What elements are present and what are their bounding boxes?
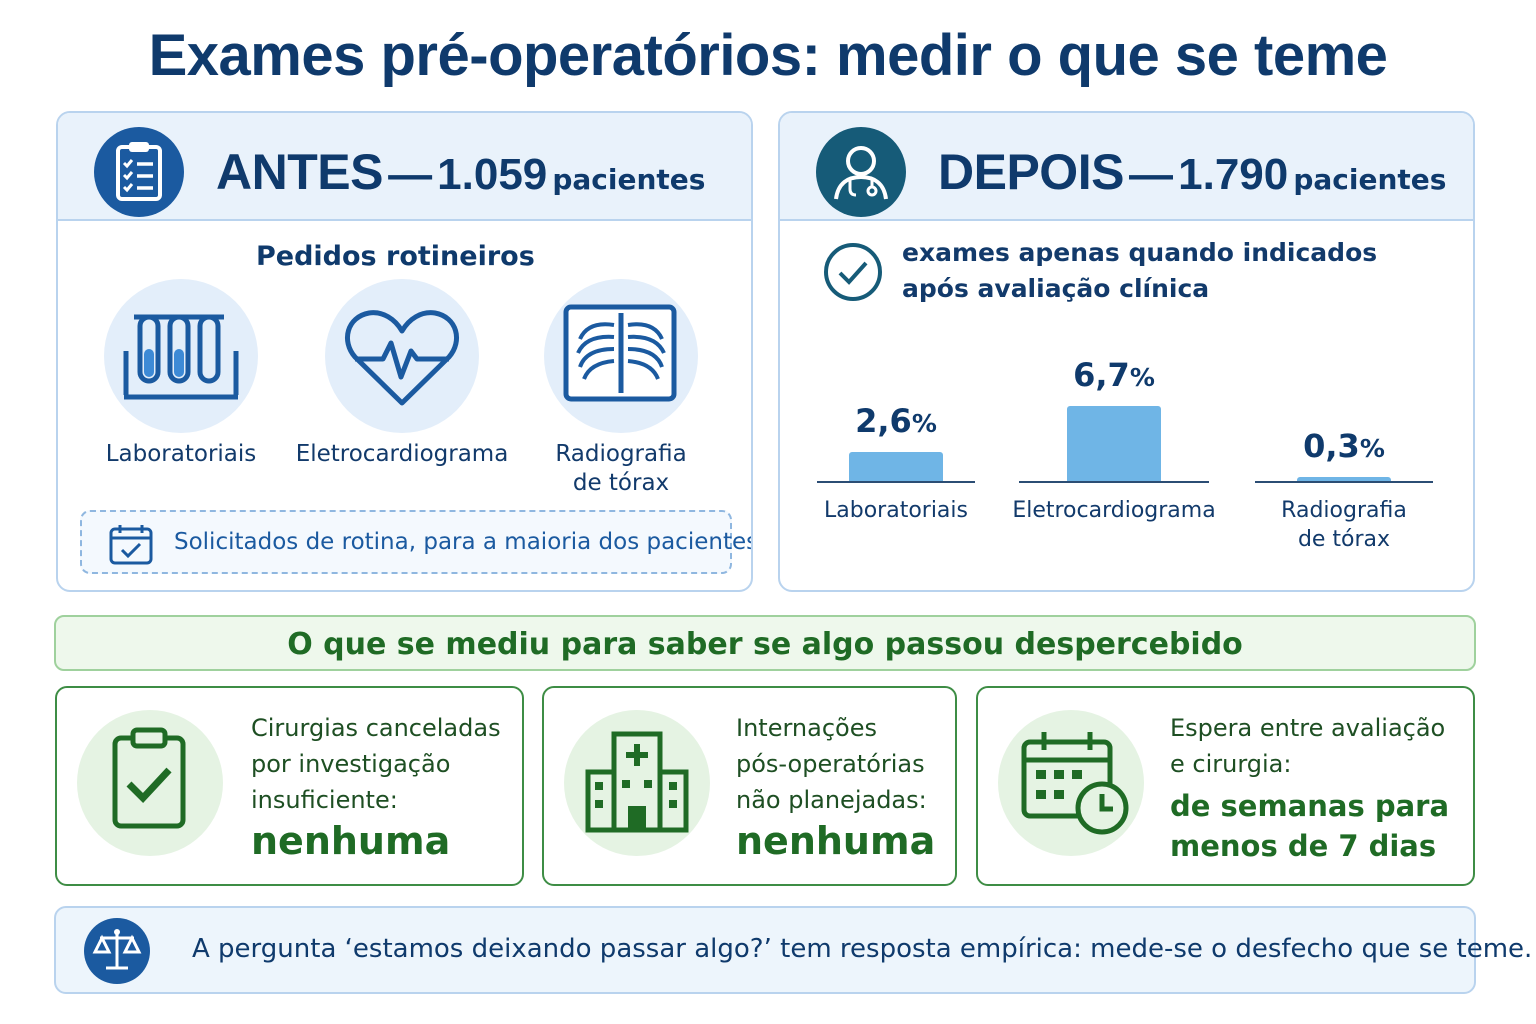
item-label-xray-line2: de tórax xyxy=(572,470,670,496)
card2-line2: pós-operatórias xyxy=(736,750,925,778)
indication-line2: após avaliação clínica xyxy=(902,274,1210,303)
card3-text: Espera entre avaliação e cirurgia: de se… xyxy=(1170,710,1449,866)
calendar-check-icon xyxy=(109,525,153,565)
bar-category-label: Radiografia de tórax xyxy=(1281,498,1407,552)
bar-value-label: 6,7% xyxy=(1073,355,1155,394)
bar-value-label: 2,6% xyxy=(855,401,937,440)
indication-text: exames apenas quando indicados após aval… xyxy=(902,235,1377,307)
bar-baseline xyxy=(1019,481,1209,483)
hospital-icon xyxy=(564,710,710,856)
measured-banner: O que se mediu para saber se algo passou… xyxy=(54,615,1476,671)
card2-result: nenhuma xyxy=(736,819,936,863)
routine-note: Solicitados de rotina, para a maioria do… xyxy=(80,510,751,574)
card1-line2: por investigação xyxy=(251,750,451,778)
conclusion-footer: A pergunta ‘estamos deixando passar algo… xyxy=(54,906,1532,994)
bar-category-label: Laboratoriais xyxy=(824,498,968,523)
conclusion-text: A pergunta ‘estamos deixando passar algo… xyxy=(192,934,1533,964)
card2-text: Internações pós-operatórias não planejad… xyxy=(736,710,935,864)
card1-text: Cirurgias canceladas por investigação in… xyxy=(251,710,501,864)
before-unit: pacientes xyxy=(552,163,706,196)
after-header: DEPOIS — 1.790 pacientes xyxy=(780,113,1473,221)
before-header: ANTES — 1.059 pacientes xyxy=(58,113,751,221)
after-heading: DEPOIS — 1.790 pacientes xyxy=(938,143,1446,201)
bar-value-label: 0,3% xyxy=(1303,427,1385,465)
bar-baseline xyxy=(817,481,975,483)
card2-line1: Internações xyxy=(736,714,877,742)
scales-icon xyxy=(84,918,150,984)
item-label-lab: Laboratoriais xyxy=(105,441,257,467)
before-count: 1.059 xyxy=(437,150,548,199)
bar-category-label: Eletrocardiograma xyxy=(1012,498,1216,523)
after-dash: — xyxy=(1129,150,1174,199)
card-unplanned-admissions: Internações pós-operatórias não planejad… xyxy=(542,686,957,886)
bar-baseline xyxy=(1255,481,1433,483)
bar-1 xyxy=(1067,405,1161,481)
card2-line3: não planejadas: xyxy=(736,786,927,814)
measured-banner-text: O que se mediu para saber se algo passou… xyxy=(287,627,1243,662)
after-panel: DEPOIS — 1.790 pacientes exames apenas q… xyxy=(778,111,1475,592)
card3-line1: Espera entre avaliação xyxy=(1170,714,1446,742)
card-waiting-time: Espera entre avaliação e cirurgia: de se… xyxy=(976,686,1475,886)
before-panel: ANTES — 1.059 pacientes Pedidos rotineir… xyxy=(56,111,753,592)
routine-subtitle: Pedidos rotineiros xyxy=(256,241,535,272)
item-label-xray-line1: Radiografia xyxy=(555,441,687,467)
page-title: Exames pré-operatórios: medir o que se t… xyxy=(148,23,1388,88)
doctor-icon xyxy=(816,127,906,217)
bar-2 xyxy=(1297,477,1391,481)
card1-line3: insuficiente: xyxy=(251,786,398,814)
card3-result-line1: de semanas para xyxy=(1170,789,1450,823)
indication-line1: exames apenas quando indicados xyxy=(902,238,1378,267)
test-tubes-icon xyxy=(104,279,258,433)
item-label-xray: Radiografia de tórax xyxy=(506,440,736,498)
card3-line2: e cirurgia: xyxy=(1170,750,1292,778)
before-heading: ANTES — 1.059 pacientes xyxy=(216,143,705,201)
clipboard-list-icon xyxy=(94,127,184,217)
item-label-ecg: Eletrocardiograma xyxy=(295,441,509,467)
calendar-clock-icon xyxy=(998,710,1144,856)
check-circle-icon xyxy=(824,243,882,301)
after-label: DEPOIS xyxy=(938,144,1124,200)
bar-0 xyxy=(849,451,943,481)
after-count: 1.790 xyxy=(1178,150,1289,199)
chest-xray-icon xyxy=(544,279,698,433)
before-dash: — xyxy=(388,150,433,199)
card-cancelled-surgeries: Cirurgias canceladas por investigação in… xyxy=(55,686,524,886)
after-unit: pacientes xyxy=(1293,163,1447,196)
after-bar-chart: 2,6% Laboratoriais 6,7% Eletrocardiograma 0,… xyxy=(780,113,1473,590)
card3-result-line2: menos de 7 dias xyxy=(1170,829,1437,863)
routine-note-text: Solicitados de rotina, para a maioria do… xyxy=(174,529,753,555)
heart-ecg-icon xyxy=(325,279,479,433)
clipboard-check-icon xyxy=(77,710,223,856)
card1-line1: Cirurgias canceladas xyxy=(251,714,501,742)
before-label: ANTES xyxy=(216,144,383,200)
card1-result: nenhuma xyxy=(251,819,451,863)
